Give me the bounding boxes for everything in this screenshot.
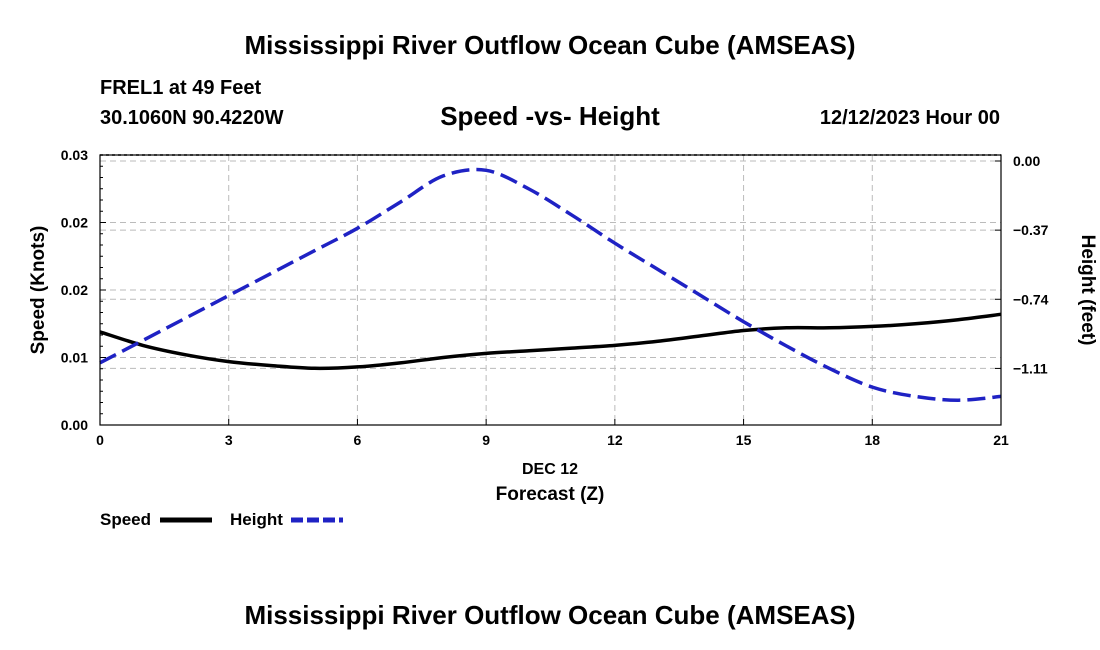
right-tick-label: −0.37: [1013, 222, 1049, 238]
x-tick-label: 21: [993, 432, 1009, 448]
left-axis-label: Speed (Knots): [28, 226, 49, 355]
legend-height-label: Height: [230, 510, 283, 529]
series-line-height: [99, 167, 1002, 402]
forecast-datetime: 12/12/2023 Hour 00: [819, 107, 1000, 129]
left-tick-label: 0.02: [61, 282, 88, 298]
plot-title: Speed -vs- Height: [440, 101, 660, 131]
left-tick-label: 0.03: [61, 147, 88, 163]
series-line-speed: [99, 312, 1002, 371]
right-tick-label: 0.00: [1013, 153, 1040, 169]
station-coordinates: 30.1060N 90.4220W: [100, 107, 284, 129]
right-axis-label: Height (feet): [1077, 235, 1098, 346]
right-tick-label: −1.11: [1013, 360, 1048, 376]
x-tick-label: 15: [736, 432, 752, 448]
x-tick-label: 9: [482, 432, 490, 448]
main-title: Mississippi River Outflow Ocean Cube (AM…: [244, 30, 856, 60]
x-axis-label: Forecast (Z): [496, 484, 605, 505]
plot-frame: [99, 154, 1002, 426]
left-tick-label: 0.02: [61, 215, 88, 231]
x-tick-label: 12: [607, 432, 623, 448]
legend: Speed Height: [100, 510, 343, 529]
x-tick-label: 18: [864, 432, 880, 448]
x-tick-label: 0: [96, 432, 104, 448]
x-axis-date-label: DEC 12: [522, 461, 578, 478]
station-label: FREL1 at 49 Feet: [100, 77, 262, 99]
x-tick-label: 3: [225, 432, 233, 448]
left-tick-label: 0.00: [61, 417, 88, 433]
x-tick-label: 6: [354, 432, 362, 448]
footer-title: Mississippi River Outflow Ocean Cube (AM…: [244, 600, 856, 630]
legend-speed-label: Speed: [100, 510, 151, 529]
left-tick-label: 0.01: [61, 350, 88, 366]
right-tick-label: −0.74: [1013, 291, 1049, 307]
